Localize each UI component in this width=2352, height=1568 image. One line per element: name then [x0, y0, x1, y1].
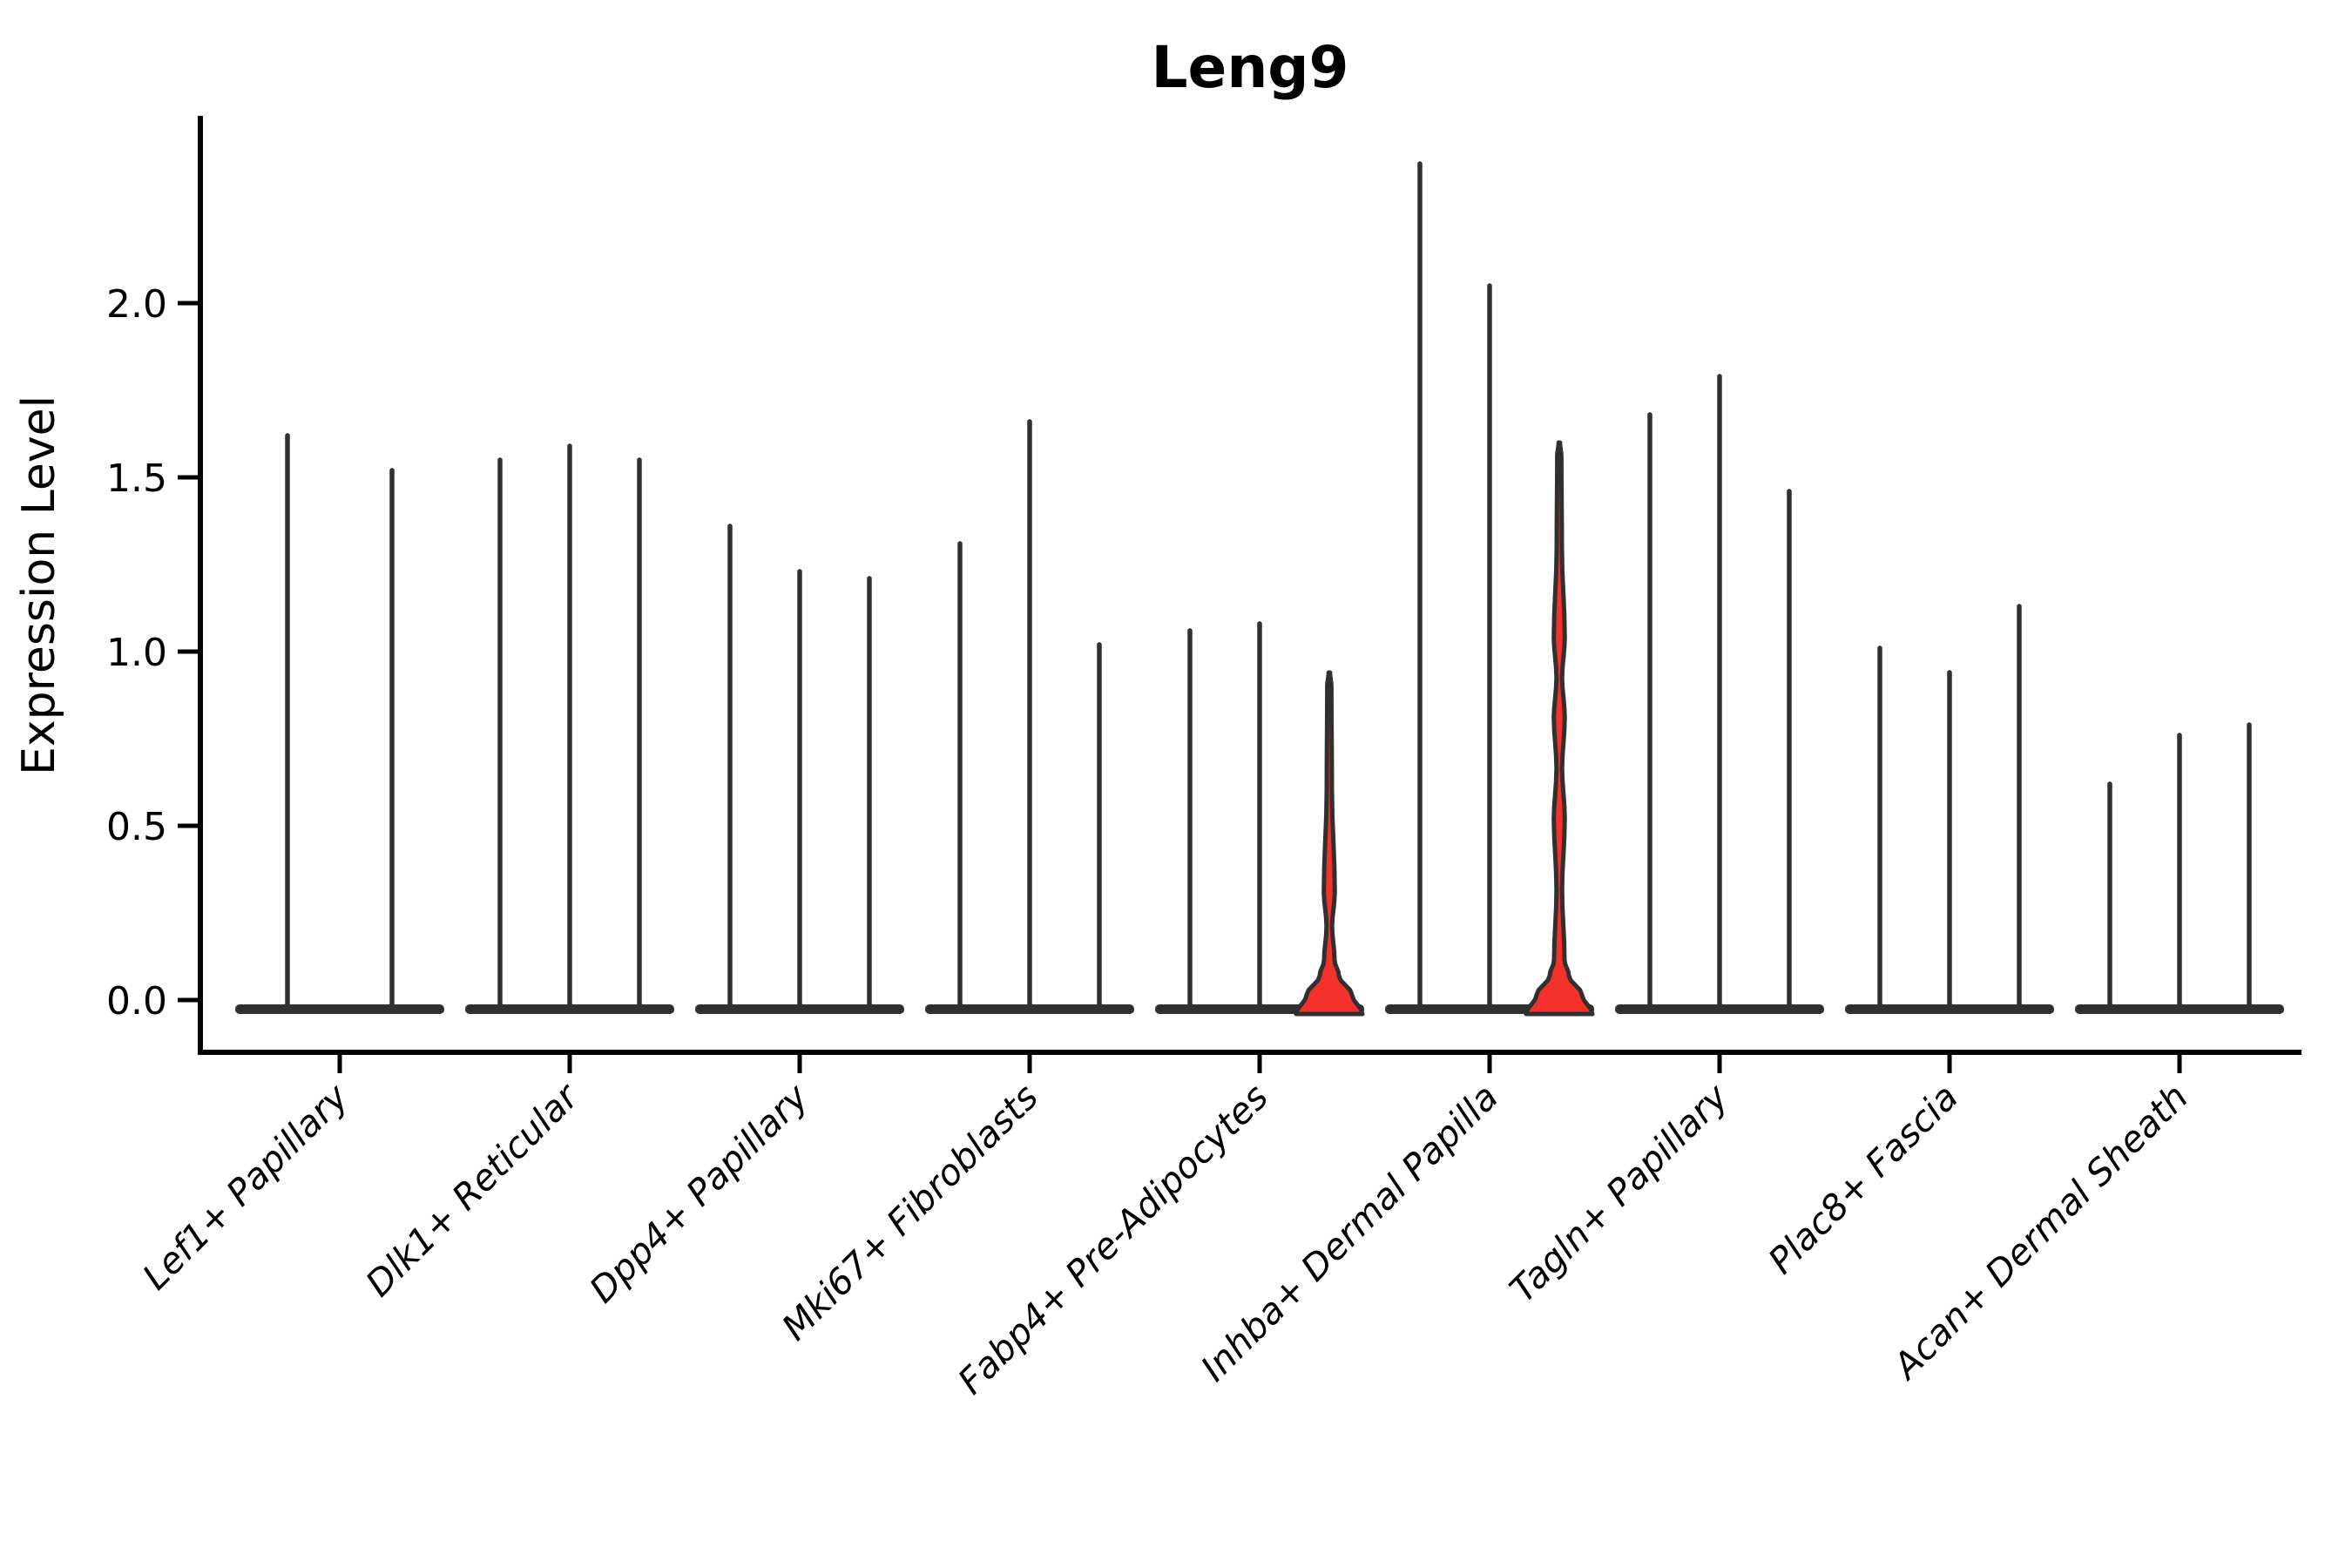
x-tick-label: Lef1+ Papillary: [134, 1076, 356, 1298]
violin-group: [925, 419, 1134, 1014]
violin-group: [235, 433, 444, 1014]
x-tick-label: Plac8+ Fascia: [1761, 1076, 1966, 1281]
violin-group: [695, 524, 904, 1014]
y-tick-label: 1.0: [106, 631, 167, 675]
violin-highlighted: [1524, 440, 1595, 1017]
y-tick-label: 1.5: [106, 456, 167, 501]
x-tick-label: Dlk1+ Reticular: [358, 1075, 588, 1305]
violins: [235, 161, 2284, 1017]
violin-group: [1845, 604, 2054, 1014]
x-tick-label: Dpp4+ Papillary: [581, 1076, 816, 1311]
violin-group: [465, 443, 674, 1014]
y-tick-label: 0.5: [106, 805, 167, 849]
violin-base-bar: [235, 1004, 444, 1014]
x-tick-label: Mki67+ Fibroblasts: [774, 1076, 1046, 1348]
violin-group: [1385, 161, 1595, 1017]
violin-group: [2075, 722, 2284, 1014]
axis-tick-labels: 0.0 0.5 1.0 1.5 2.0 Lef1+ Papillary Dlk1+ Reti…: [106, 282, 2196, 1402]
violin-highlighted: [1294, 670, 1365, 1017]
violin-group: [1615, 374, 1824, 1014]
y-tick-label: 2.0: [106, 282, 167, 327]
x-tick-label: Tagln+ Papillary: [1502, 1076, 1737, 1311]
y-tick-label: 0.0: [106, 979, 167, 1024]
violin-group: [1155, 621, 1365, 1017]
axes: [178, 116, 2301, 1073]
chart-title: Leng9: [1152, 34, 1349, 101]
y-axis-label: Expression Level: [13, 395, 65, 775]
